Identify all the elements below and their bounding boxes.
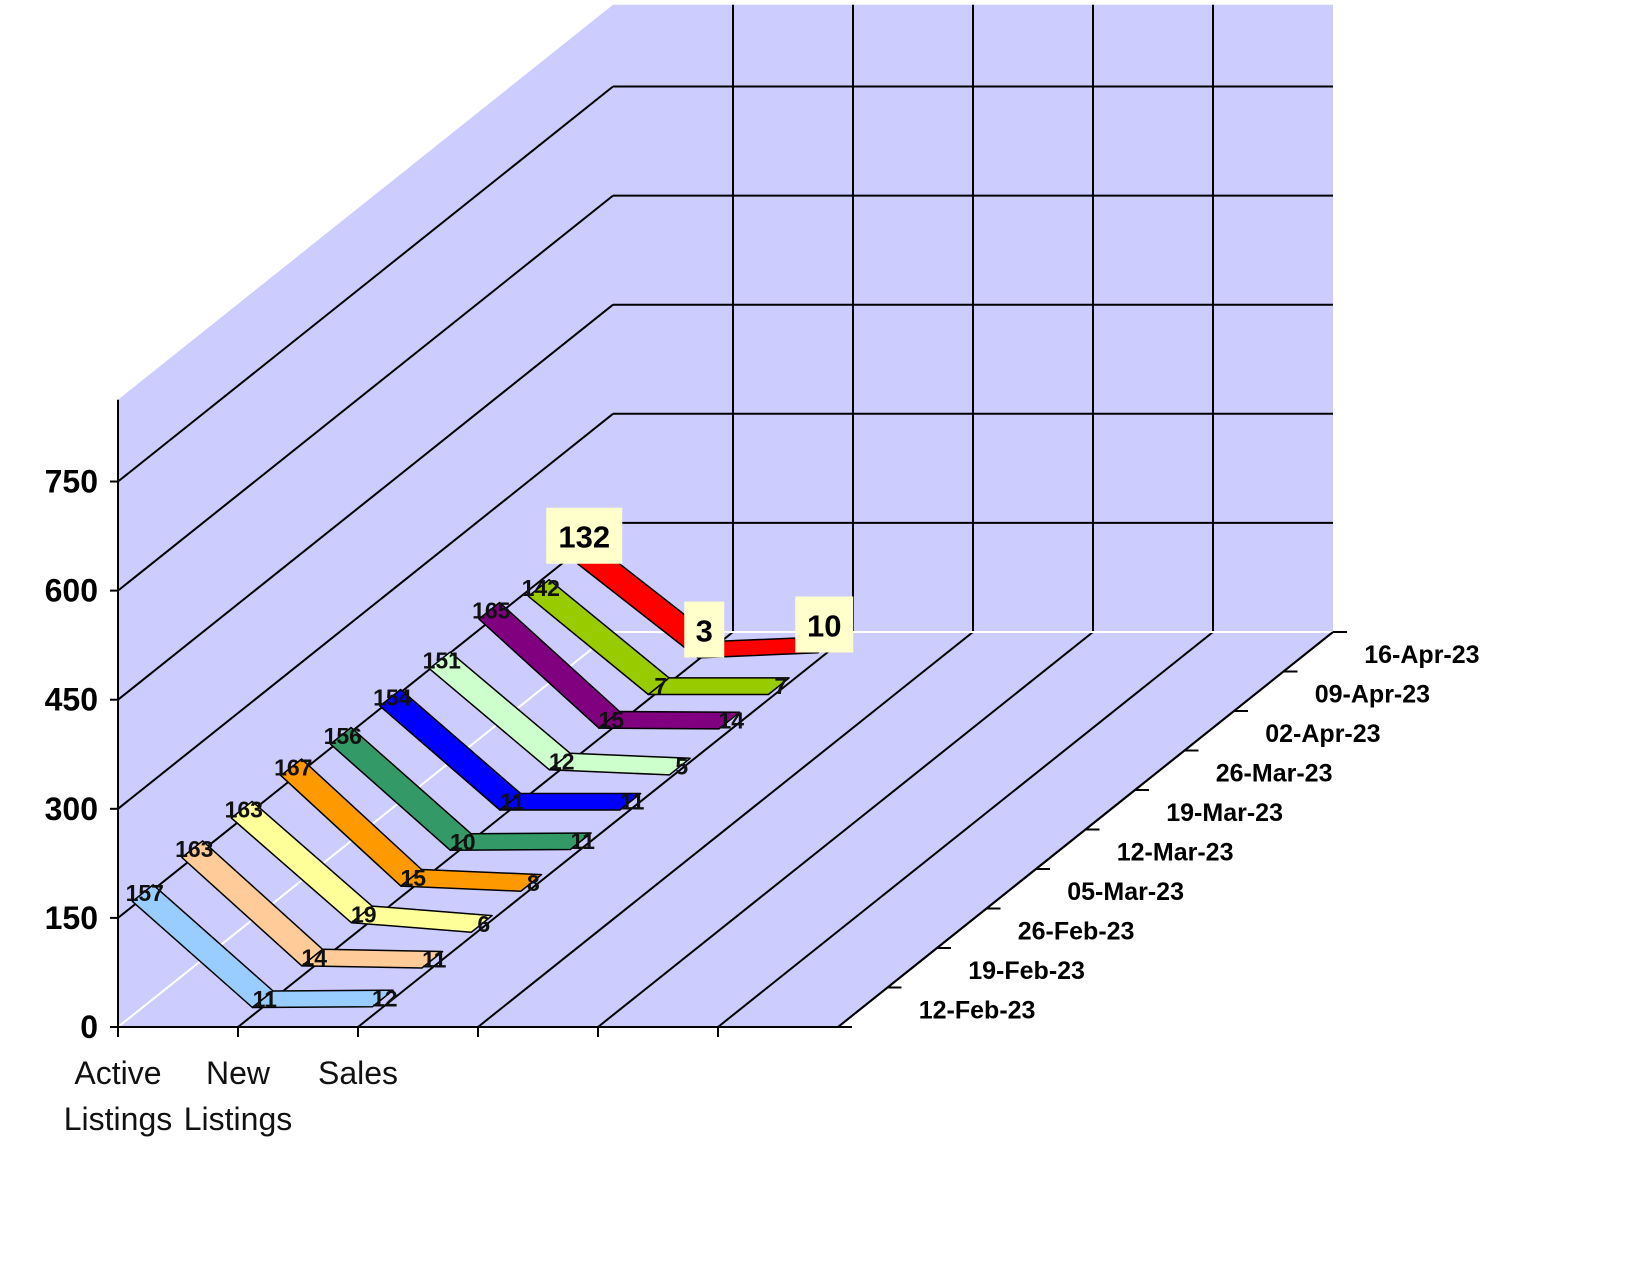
data-label: 11 <box>500 789 525 815</box>
data-label: 10 <box>450 829 476 855</box>
data-label: 154 <box>373 685 412 711</box>
data-label: 6 <box>477 911 490 937</box>
data-label-box <box>684 601 725 658</box>
side-gridline <box>117 413 614 810</box>
data-label: 19 <box>351 901 377 927</box>
series-date-label: 05-Mar-23 <box>1067 878 1184 906</box>
series-ribbon-segment <box>598 710 741 730</box>
series-date-label: 02-Apr-23 <box>1265 720 1380 748</box>
data-label: 10 <box>807 608 841 643</box>
data-label: 157 <box>126 880 164 906</box>
data-label-box <box>795 596 854 653</box>
y-tick-label: 450 <box>45 682 98 718</box>
category-label: Listings <box>184 1101 293 1137</box>
y-tick-label: 600 <box>45 573 98 609</box>
series-date-label: 19-Feb-23 <box>968 957 1085 985</box>
series-ribbon-segment <box>251 989 394 1009</box>
series-date-label: 09-Apr-23 <box>1315 680 1430 708</box>
series-ribbon-segment <box>647 677 790 696</box>
data-label: 14 <box>301 945 327 971</box>
series-date-label: 16-Apr-23 <box>1364 641 1479 669</box>
floor-gridline <box>717 631 1214 1028</box>
series-date-label: 26-Feb-23 <box>1018 917 1135 945</box>
chart-axes: 0 150 300 450 600 750 Active Listings New Listing… <box>45 399 1480 1137</box>
side-gridline <box>117 85 614 483</box>
data-label: 12 <box>372 986 398 1012</box>
data-label: 151 <box>423 647 462 673</box>
series-date-label: 26-Mar-23 <box>1216 759 1333 787</box>
data-label: 163 <box>175 836 213 862</box>
category-label: Active <box>74 1055 161 1091</box>
data-label: 14 <box>718 708 744 734</box>
y-tick-label: 300 <box>45 791 98 827</box>
series-ribbon-segment <box>499 792 642 811</box>
y-tick-label: 0 <box>80 1009 98 1045</box>
y-tick-label: 750 <box>45 464 98 500</box>
side-gridline <box>117 303 614 701</box>
data-label: 7 <box>774 673 787 699</box>
data-label: 11 <box>620 789 645 815</box>
data-label: 165 <box>472 598 511 624</box>
data-label: 167 <box>274 754 312 780</box>
data-label: 156 <box>324 723 362 749</box>
floor-gridline <box>357 631 854 1028</box>
data-label: 5 <box>675 754 688 780</box>
floor-gridline <box>477 631 974 1028</box>
series-ribbon-segment <box>548 752 691 776</box>
series-date-label: 12-Mar-23 <box>1117 838 1234 866</box>
data-label: 11 <box>571 828 596 854</box>
data-label: 15 <box>400 865 426 891</box>
data-label: 11 <box>422 947 447 973</box>
side-gridline <box>117 194 614 592</box>
series-ribbon-segment <box>449 832 592 852</box>
series-ribbon-segment <box>400 868 543 892</box>
data-label: 132 <box>558 520 610 555</box>
data-label: 142 <box>522 575 560 601</box>
category-label: New <box>206 1055 271 1091</box>
floor-gridline <box>597 631 1094 1028</box>
data-label: 15 <box>598 707 624 733</box>
y-tick-label: 150 <box>45 900 98 936</box>
series-ribbon-segment <box>301 948 444 969</box>
category-label: Listings <box>64 1101 173 1137</box>
side-wall <box>118 4 613 1027</box>
chart-gridlines <box>117 4 1334 1028</box>
data-label: 3 <box>696 614 713 649</box>
data-label: 7 <box>654 673 667 699</box>
data-label-box <box>546 507 623 564</box>
data-label: 12 <box>549 749 575 775</box>
data-label: 11 <box>253 986 278 1012</box>
category-label: Sales <box>318 1055 398 1091</box>
series-date-label: 19-Mar-23 <box>1166 799 1283 827</box>
data-label: 8 <box>527 870 540 896</box>
chart-series <box>131 546 840 1009</box>
data-label: 163 <box>225 797 263 823</box>
series-ribbon-segment <box>350 905 493 933</box>
series-date-label: 12-Feb-23 <box>919 996 1036 1024</box>
